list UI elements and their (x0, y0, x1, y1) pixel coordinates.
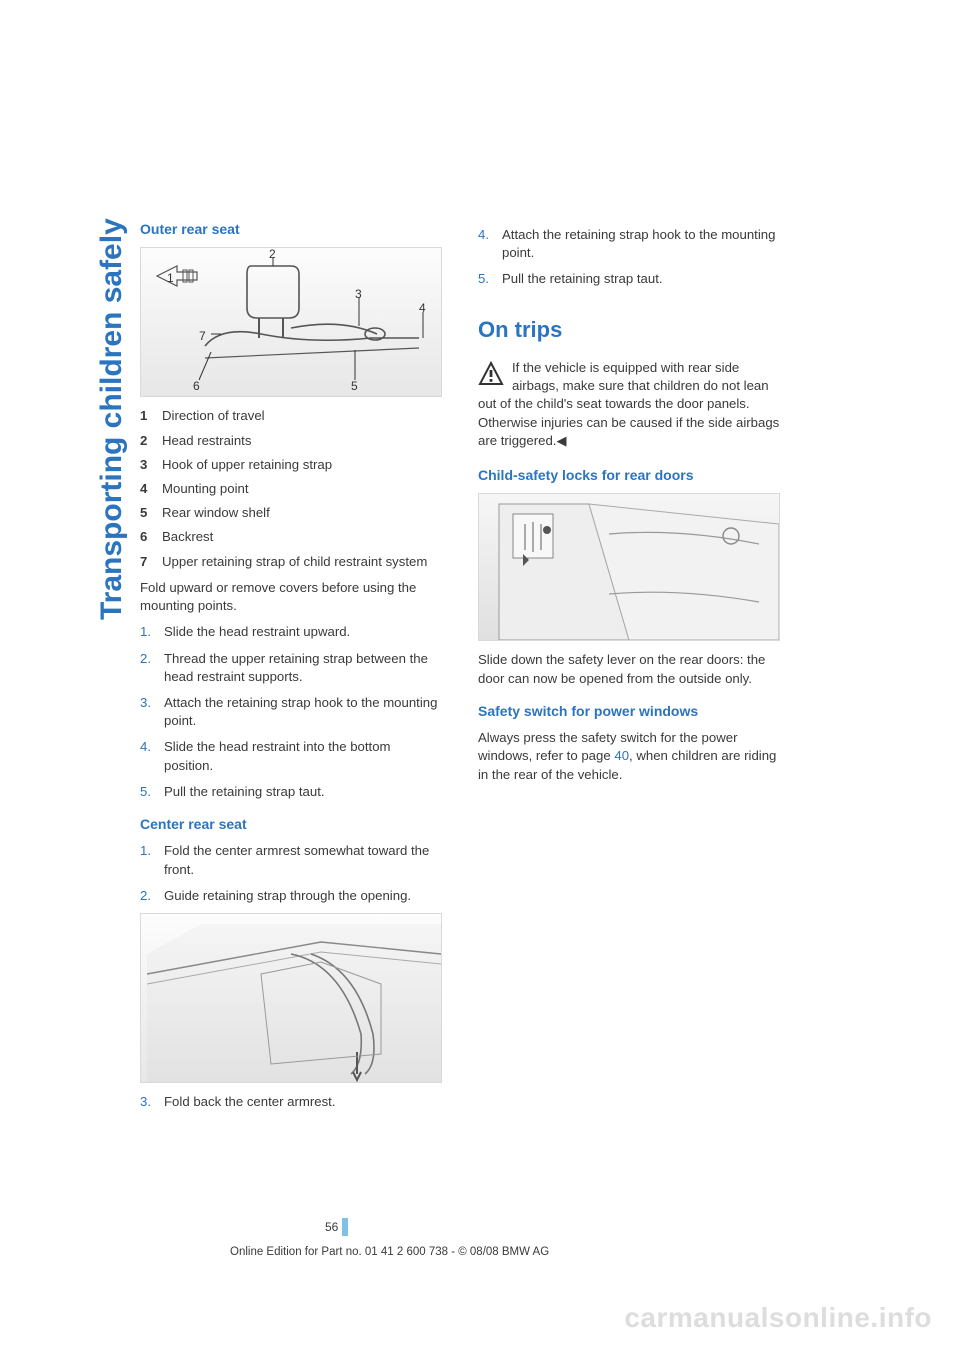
legend-text: Hook of upper retaining strap (162, 456, 332, 474)
content-columns: Outer rear seat (140, 220, 860, 1119)
step-item: 2.Thread the upper retaining strap betwe… (140, 650, 442, 686)
safety-switch-para: Always press the safety switch for the p… (478, 729, 780, 784)
warning-end-icon: ◀ (556, 433, 566, 448)
step-num: 3. (140, 694, 164, 730)
warning-block: If the vehicle is equipped with rear sid… (478, 359, 780, 450)
legend-item: 5Rear window shelf (140, 504, 442, 522)
fig1-label-5: 5 (351, 378, 358, 395)
step-text: Guide retaining strap through the openin… (164, 887, 411, 905)
step-text: Attach the retaining strap hook to the m… (164, 694, 442, 730)
legend-num: 4 (140, 480, 162, 498)
step-num: 3. (140, 1093, 164, 1111)
warning-text: If the vehicle is equipped with rear sid… (478, 360, 779, 448)
figure-child-safety-locks (478, 493, 780, 641)
step-item: 5.Pull the retaining strap taut. (478, 270, 780, 288)
steps-center-pre: 1.Fold the center armrest somewhat towar… (140, 842, 442, 905)
legend-num: 3 (140, 456, 162, 474)
step-text: Fold the center armrest somewhat toward … (164, 842, 442, 878)
legend-text: Direction of travel (162, 407, 265, 425)
fig1-label-3: 3 (355, 286, 362, 303)
step-num: 1. (140, 842, 164, 878)
legend-list: 1Direction of travel 2Head restraints 3H… (140, 407, 442, 571)
legend-num: 6 (140, 528, 162, 546)
step-num: 4. (478, 226, 502, 262)
watermark-text: carmanualsonline.info (624, 1302, 932, 1334)
steps-continued: 4.Attach the retaining strap hook to the… (478, 226, 780, 289)
step-item: 4.Slide the head restraint into the bott… (140, 738, 442, 774)
legend-item: 6Backrest (140, 528, 442, 546)
page-number: 56 (325, 1220, 338, 1234)
legend-num: 5 (140, 504, 162, 522)
step-item: 4.Attach the retaining strap hook to the… (478, 226, 780, 262)
step-item: 3.Fold back the center armrest. (140, 1093, 442, 1111)
step-item: 3.Attach the retaining strap hook to the… (140, 694, 442, 730)
heading-child-safety-locks: Child-safety locks for rear doors (478, 466, 780, 485)
step-num: 2. (140, 650, 164, 686)
fold-note: Fold upward or remove covers before usin… (140, 579, 442, 615)
step-num: 5. (140, 783, 164, 801)
step-item: 1.Fold the center armrest somewhat towar… (140, 842, 442, 878)
fig1-label-4: 4 (419, 300, 426, 317)
page-number-bar: 56 (325, 1218, 348, 1236)
step-text: Fold back the center armrest. (164, 1093, 336, 1111)
step-text: Thread the upper retaining strap between… (164, 650, 442, 686)
legend-text: Upper retaining strap of child restraint… (162, 553, 427, 571)
footer-text: Online Edition for Part no. 01 41 2 600 … (230, 1246, 549, 1258)
legend-num: 2 (140, 432, 162, 450)
legend-text: Rear window shelf (162, 504, 270, 522)
figure-center-rear-seat (140, 913, 442, 1083)
warning-icon (478, 361, 504, 387)
diagram-center-seat-svg (141, 914, 441, 1082)
section-title-vertical: Transporting children safely (95, 218, 129, 620)
step-text: Attach the retaining strap hook to the m… (502, 226, 780, 262)
heading-outer-rear-seat: Outer rear seat (140, 220, 442, 239)
step-item: 2.Guide retaining strap through the open… (140, 887, 442, 905)
legend-text: Head restraints (162, 432, 251, 450)
page-link-40[interactable]: 40 (614, 748, 629, 763)
figure-outer-rear-seat: 1 2 3 4 5 6 7 (140, 247, 442, 397)
legend-num: 1 (140, 407, 162, 425)
steps-center-post: 3.Fold back the center armrest. (140, 1093, 442, 1111)
legend-num: 7 (140, 553, 162, 571)
legend-item: 7Upper retaining strap of child restrain… (140, 553, 442, 571)
steps-outer: 1.Slide the head restraint upward. 2.Thr… (140, 623, 442, 801)
step-num: 5. (478, 270, 502, 288)
step-text: Pull the retaining strap taut. (164, 783, 325, 801)
legend-item: 1Direction of travel (140, 407, 442, 425)
heading-center-rear-seat: Center rear seat (140, 815, 442, 834)
step-item: 5.Pull the retaining strap taut. (140, 783, 442, 801)
step-text: Pull the retaining strap taut. (502, 270, 663, 288)
page-root: Transporting children safely Outer rear … (0, 0, 960, 1358)
step-num: 1. (140, 623, 164, 641)
heading-safety-switch: Safety switch for power windows (478, 702, 780, 721)
fig1-label-1: 1 (167, 270, 174, 287)
fig1-label-2: 2 (269, 246, 276, 263)
heading-on-trips: On trips (478, 315, 780, 345)
step-num: 4. (140, 738, 164, 774)
diagram-door-lock-svg (479, 494, 779, 640)
step-num: 2. (140, 887, 164, 905)
locks-text: Slide down the safety lever on the rear … (478, 651, 780, 687)
step-text: Slide the head restraint upward. (164, 623, 350, 641)
legend-text: Backrest (162, 528, 213, 546)
legend-item: 2Head restraints (140, 432, 442, 450)
right-column: 4.Attach the retaining strap hook to the… (478, 220, 780, 1119)
legend-item: 3Hook of upper retaining strap (140, 456, 442, 474)
legend-text: Mounting point (162, 480, 249, 498)
step-text: Slide the head restraint into the bottom… (164, 738, 442, 774)
diagram-outer-seat-svg (141, 248, 441, 396)
legend-item: 4Mounting point (140, 480, 442, 498)
fig1-label-7: 7 (199, 328, 206, 345)
fig1-label-6: 6 (193, 378, 200, 395)
page-number-flag-icon (342, 1218, 348, 1236)
step-item: 1.Slide the head restraint upward. (140, 623, 442, 641)
left-column: Outer rear seat (140, 220, 442, 1119)
